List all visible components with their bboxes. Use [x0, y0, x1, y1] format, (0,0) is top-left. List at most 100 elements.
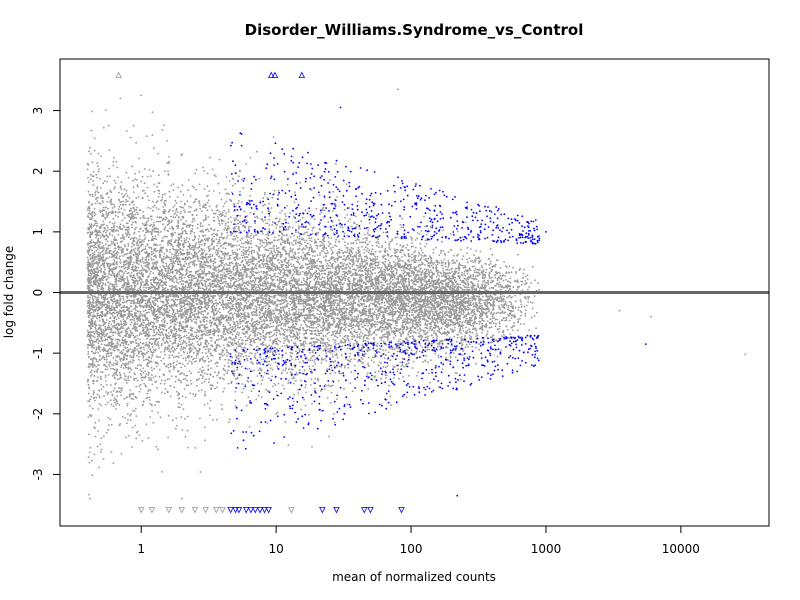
point — [149, 416, 152, 418]
point — [236, 331, 239, 333]
point — [393, 248, 396, 251]
point — [97, 360, 99, 363]
point — [89, 306, 91, 308]
point — [185, 220, 187, 223]
point — [433, 330, 435, 332]
point — [504, 285, 507, 287]
point — [157, 448, 160, 451]
point — [258, 327, 261, 330]
point — [286, 183, 289, 186]
point — [217, 218, 220, 220]
point — [96, 273, 99, 276]
point — [113, 236, 116, 239]
point — [188, 238, 191, 240]
point — [357, 347, 360, 349]
point — [257, 331, 259, 334]
point — [248, 367, 251, 370]
point — [242, 355, 245, 358]
point — [98, 396, 101, 399]
point — [352, 247, 355, 250]
point — [91, 175, 94, 178]
point — [297, 358, 300, 361]
point — [212, 219, 215, 222]
point — [494, 325, 497, 328]
point — [147, 217, 150, 220]
point — [264, 191, 266, 194]
point — [136, 334, 139, 337]
point — [398, 257, 401, 260]
point — [499, 267, 502, 269]
point — [528, 329, 530, 332]
point — [475, 275, 477, 278]
point — [424, 225, 426, 228]
point — [166, 235, 169, 238]
point — [496, 355, 499, 358]
point — [318, 274, 321, 276]
point — [449, 277, 452, 280]
point — [350, 313, 353, 316]
point — [255, 267, 258, 270]
point — [279, 255, 282, 258]
point — [91, 373, 93, 376]
point — [106, 180, 108, 183]
point — [427, 262, 430, 265]
point — [503, 261, 505, 263]
point — [290, 282, 293, 285]
point — [462, 313, 465, 316]
point — [122, 297, 125, 300]
point — [186, 236, 188, 239]
point — [118, 302, 121, 304]
point — [228, 313, 231, 315]
point — [184, 417, 186, 420]
point — [400, 278, 403, 281]
point — [204, 391, 206, 393]
point — [229, 216, 232, 219]
point — [129, 389, 132, 392]
point — [131, 165, 134, 168]
point — [458, 269, 461, 272]
point — [498, 321, 501, 323]
point — [318, 334, 320, 337]
point — [138, 385, 141, 388]
point — [90, 274, 92, 277]
point — [508, 319, 511, 322]
point — [256, 334, 259, 336]
point — [216, 234, 219, 237]
point — [307, 286, 309, 289]
point — [420, 337, 423, 339]
point — [119, 373, 122, 376]
point — [164, 170, 166, 173]
point — [107, 257, 109, 260]
point — [528, 286, 530, 288]
point — [87, 163, 90, 166]
point — [126, 404, 129, 407]
point — [212, 262, 215, 265]
point — [129, 238, 132, 241]
point — [229, 341, 232, 344]
point — [393, 376, 395, 379]
point — [267, 373, 270, 375]
point — [327, 274, 330, 277]
point — [268, 218, 270, 221]
point — [127, 418, 129, 421]
point — [145, 423, 148, 426]
point — [90, 307, 93, 310]
point — [211, 301, 213, 304]
point — [159, 300, 162, 303]
point — [133, 325, 135, 327]
point — [235, 205, 238, 208]
point — [527, 298, 530, 300]
point — [182, 283, 184, 285]
point — [284, 320, 287, 323]
point — [478, 343, 480, 345]
point — [124, 310, 127, 313]
point — [218, 240, 221, 242]
point — [133, 276, 136, 279]
point — [87, 271, 90, 273]
point — [229, 254, 232, 257]
point — [291, 321, 294, 324]
point — [180, 228, 183, 231]
point — [264, 304, 267, 307]
point — [241, 315, 244, 318]
point — [357, 273, 360, 276]
